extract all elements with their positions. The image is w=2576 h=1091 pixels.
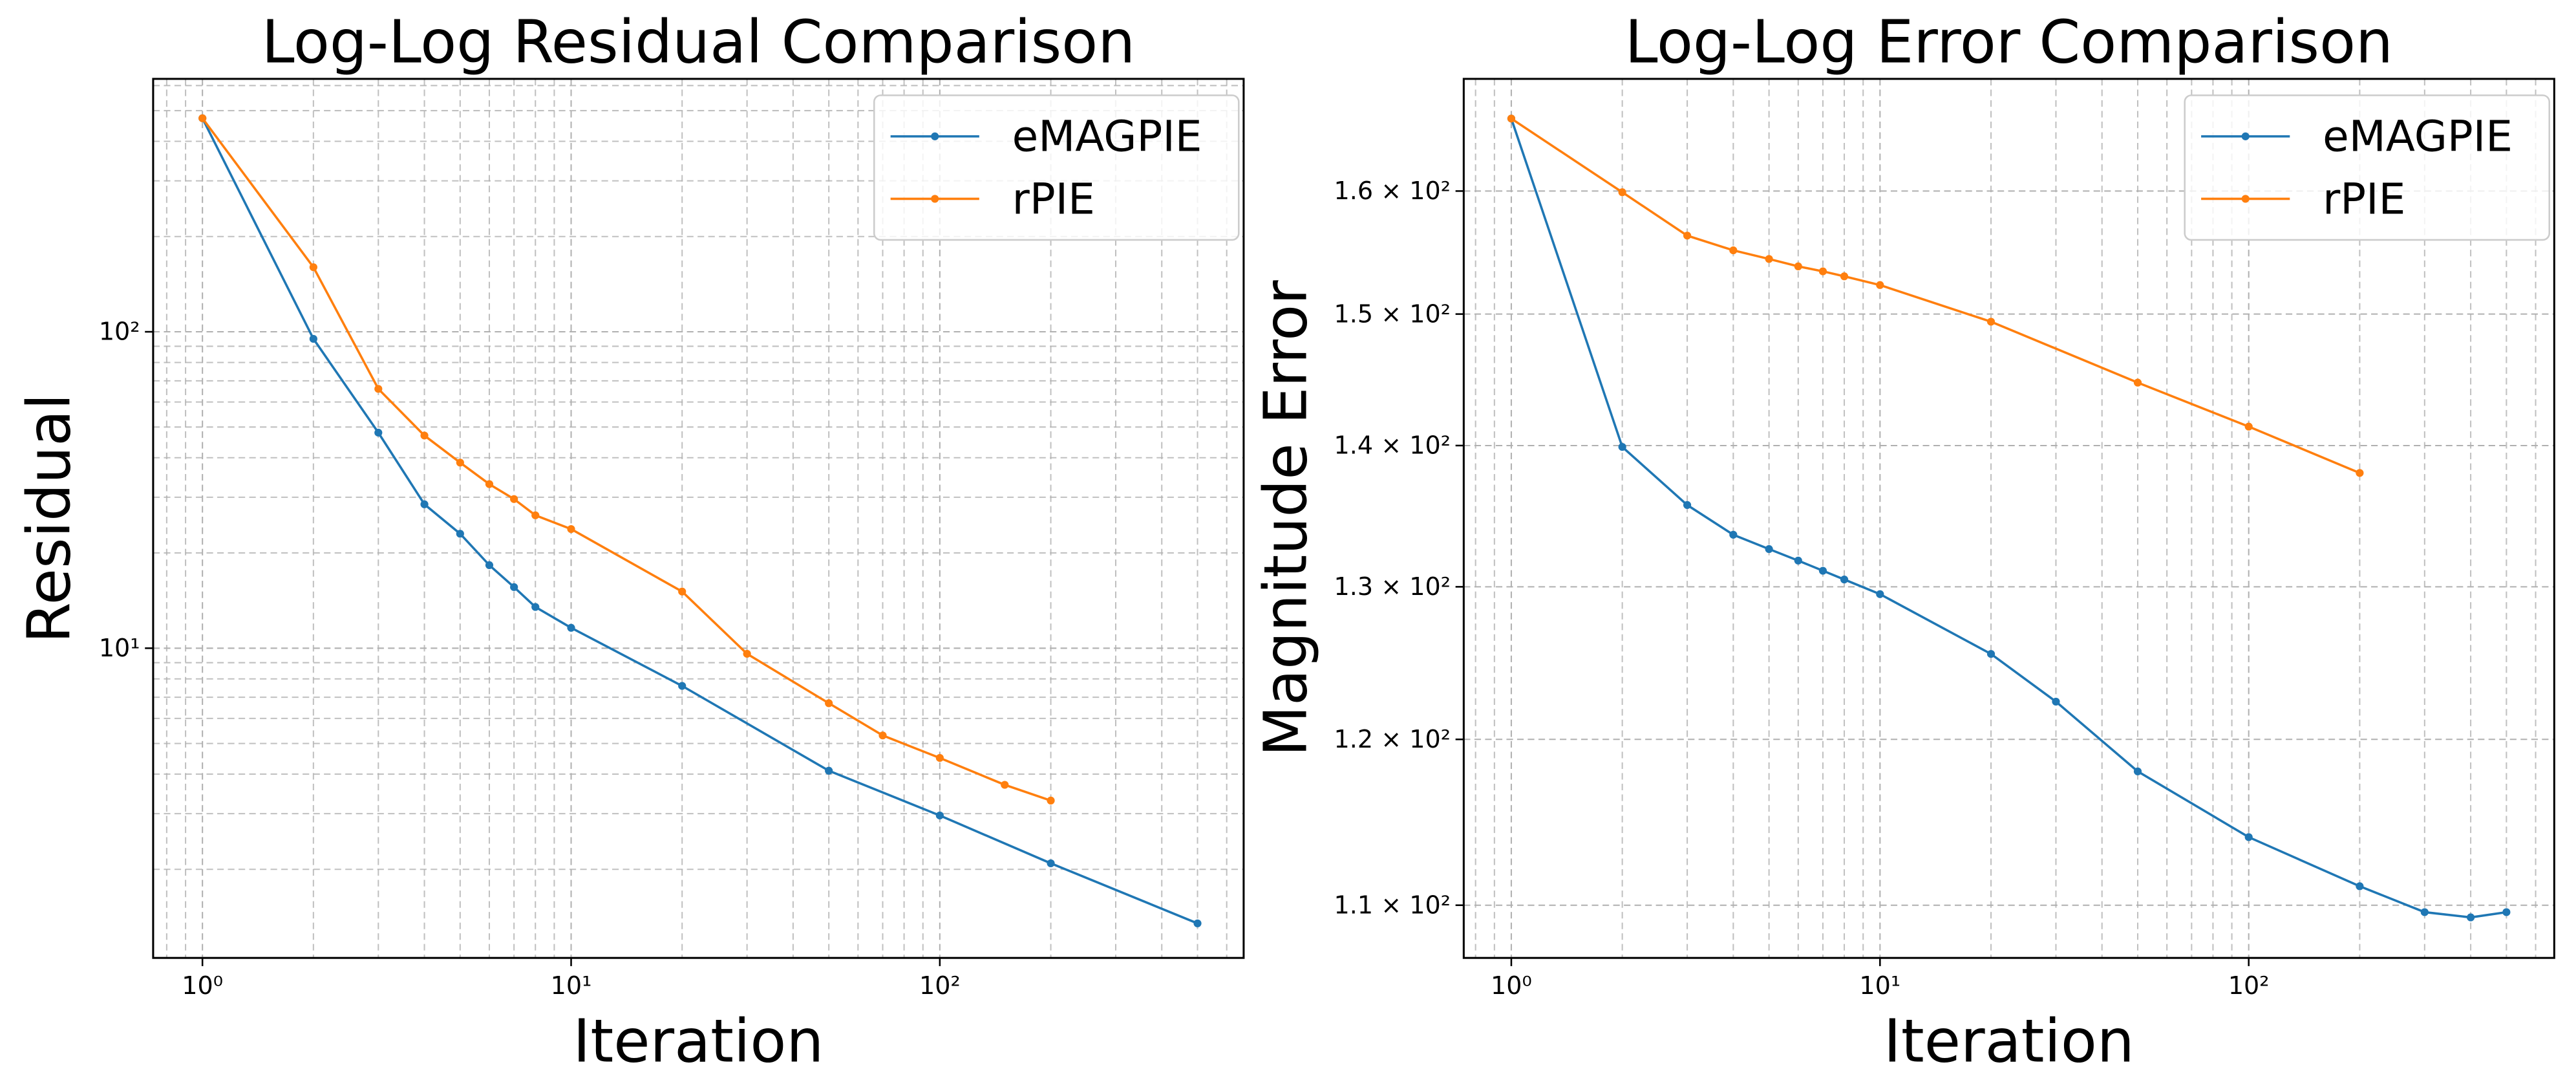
x-axis-label: Iteration [1884, 1006, 2134, 1075]
legend-label: rPIE [2323, 174, 2405, 224]
point [2467, 913, 2475, 922]
point [1765, 255, 1773, 263]
series-line [201, 117, 1052, 802]
point [1765, 545, 1773, 554]
point [1729, 246, 1738, 255]
point [1794, 556, 1802, 565]
chart-title: Log-Log Error Comparison [1625, 8, 2393, 77]
y-axis-label: Magnitude Error [1251, 280, 1320, 757]
point [456, 530, 464, 538]
point [2244, 833, 2253, 841]
y-tick-label: 1.6 × 10² [1334, 177, 1451, 205]
point [2133, 767, 2142, 775]
y-tick-label: 1.3 × 10² [1334, 572, 1451, 601]
y-tick-label: 10¹ [99, 634, 140, 662]
y-axis-label: Residual [14, 393, 83, 643]
series [1507, 114, 2364, 477]
point [309, 334, 317, 343]
point [1618, 442, 1626, 451]
x-tick-label: 10⁰ [182, 971, 223, 1000]
point [456, 459, 464, 467]
point [743, 649, 751, 658]
point [2356, 469, 2364, 477]
point [1840, 575, 1849, 584]
y-tick-label: 1.5 × 10² [1334, 299, 1451, 328]
legend-label: rPIE [1012, 174, 1095, 224]
legend-marker [2241, 195, 2250, 203]
legend-marker [931, 195, 939, 203]
y-tick-label: 10² [99, 318, 140, 346]
x-tick-label: 10² [919, 971, 961, 1000]
y-tick-label: 1.1 × 10² [1334, 891, 1451, 919]
point [510, 495, 518, 503]
legend-marker [931, 132, 939, 140]
point [2356, 882, 2364, 891]
point [2502, 908, 2511, 916]
point [2244, 422, 2253, 431]
point [825, 766, 833, 775]
x-axis-label: Iteration [573, 1006, 824, 1075]
point [485, 480, 494, 488]
point [374, 385, 383, 393]
point [510, 583, 518, 591]
point [1876, 590, 1884, 598]
point [567, 524, 575, 534]
y-tick-label: 1.2 × 10² [1334, 725, 1451, 753]
point [531, 511, 540, 519]
legend-box [2184, 94, 2550, 241]
y-tick-label: 1.4 × 10² [1334, 431, 1451, 460]
point [1818, 267, 1827, 275]
point [1683, 232, 1692, 240]
legend-label: eMAGPIE [1012, 112, 1202, 162]
point [1729, 530, 1738, 539]
point [678, 682, 687, 690]
point [1986, 650, 1996, 658]
point [374, 428, 383, 437]
point [309, 263, 317, 272]
point [1047, 859, 1055, 868]
chart-title: Log-Log Residual Comparison [262, 8, 1136, 77]
axes-frame [1462, 78, 2555, 959]
legend-label: eMAGPIE [2323, 112, 2513, 162]
point [485, 561, 494, 569]
point [1618, 188, 1626, 197]
point [2133, 378, 2142, 387]
point [878, 731, 887, 740]
series [198, 114, 1055, 805]
point [1794, 262, 1802, 270]
point [198, 114, 207, 122]
point [1840, 272, 1849, 281]
x-tick-label: 10⁰ [1491, 971, 1532, 1000]
point [1001, 781, 1009, 789]
point [935, 811, 944, 820]
point [567, 623, 575, 632]
x-tick-label: 10¹ [1859, 971, 1900, 1000]
point [420, 431, 429, 440]
point [531, 603, 540, 611]
point [420, 500, 429, 508]
point [2420, 908, 2429, 916]
axes-frame [152, 78, 1245, 959]
series-line [201, 118, 1198, 925]
legend-box [873, 94, 1240, 241]
point [1047, 796, 1055, 805]
point [2052, 697, 2060, 706]
point [1986, 318, 1996, 326]
point [1683, 501, 1692, 509]
point [678, 587, 687, 596]
legend-marker [2241, 132, 2250, 140]
point [935, 753, 944, 762]
point [1193, 919, 1202, 927]
point [1876, 281, 1884, 289]
point [825, 699, 833, 708]
x-tick-label: 10² [2228, 971, 2270, 1000]
point [1507, 114, 1516, 123]
point [1818, 567, 1827, 575]
x-tick-label: 10¹ [551, 971, 592, 1000]
